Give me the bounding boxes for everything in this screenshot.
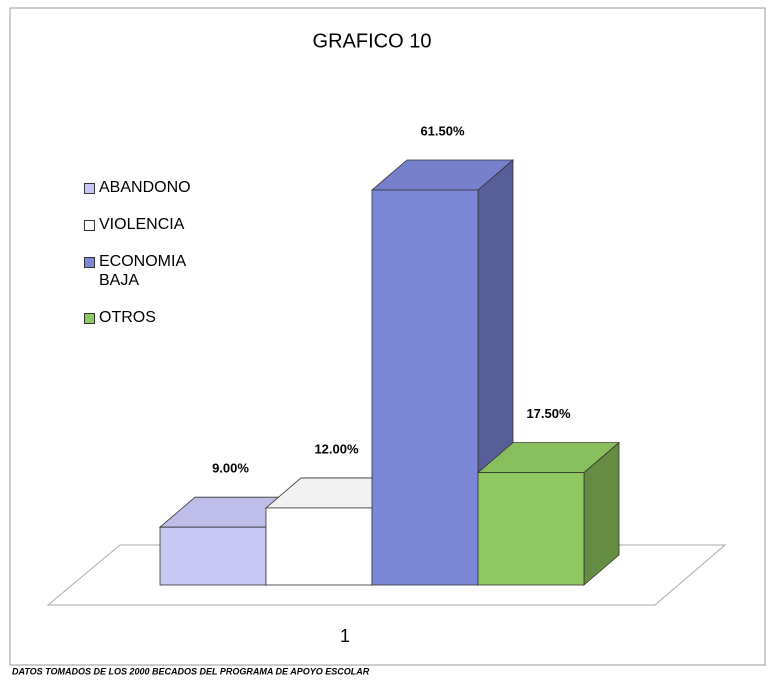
legend-item: ECONOMIA BAJA xyxy=(84,252,214,290)
value-label: 61.50% xyxy=(420,123,465,138)
legend-item: ABANDONO xyxy=(84,178,214,197)
legend-label: VIOLENCIA xyxy=(99,216,185,233)
value-label: 12.00% xyxy=(314,441,359,456)
bar xyxy=(477,472,585,586)
bar xyxy=(159,526,267,586)
legend-item: VIOLENCIA xyxy=(84,215,214,234)
legend-item: OTROS xyxy=(84,308,214,327)
legend-swatch xyxy=(84,313,95,324)
legend-swatch xyxy=(84,257,95,268)
x-tick-label: 1 xyxy=(340,626,350,646)
chart-border xyxy=(9,7,766,666)
legend-label: ECONOMIA BAJA xyxy=(99,253,186,289)
legend-swatch xyxy=(84,183,95,194)
legend-swatch xyxy=(84,220,95,231)
legend-label: OTROS xyxy=(99,309,156,326)
value-label: 17.50% xyxy=(526,406,571,421)
value-label: 9.00% xyxy=(212,461,249,476)
bar xyxy=(265,507,373,586)
legend: ABANDONO VIOLENCIA ECONOMIA BAJA OTROS xyxy=(84,178,214,345)
note: DATOS TOMADOS DE LOS 2000 BECADOS DEL PR… xyxy=(12,666,370,676)
chart-title: GRAFICO 10 xyxy=(313,30,432,52)
legend-label: ABANDONO xyxy=(99,179,191,196)
bar xyxy=(371,189,479,586)
